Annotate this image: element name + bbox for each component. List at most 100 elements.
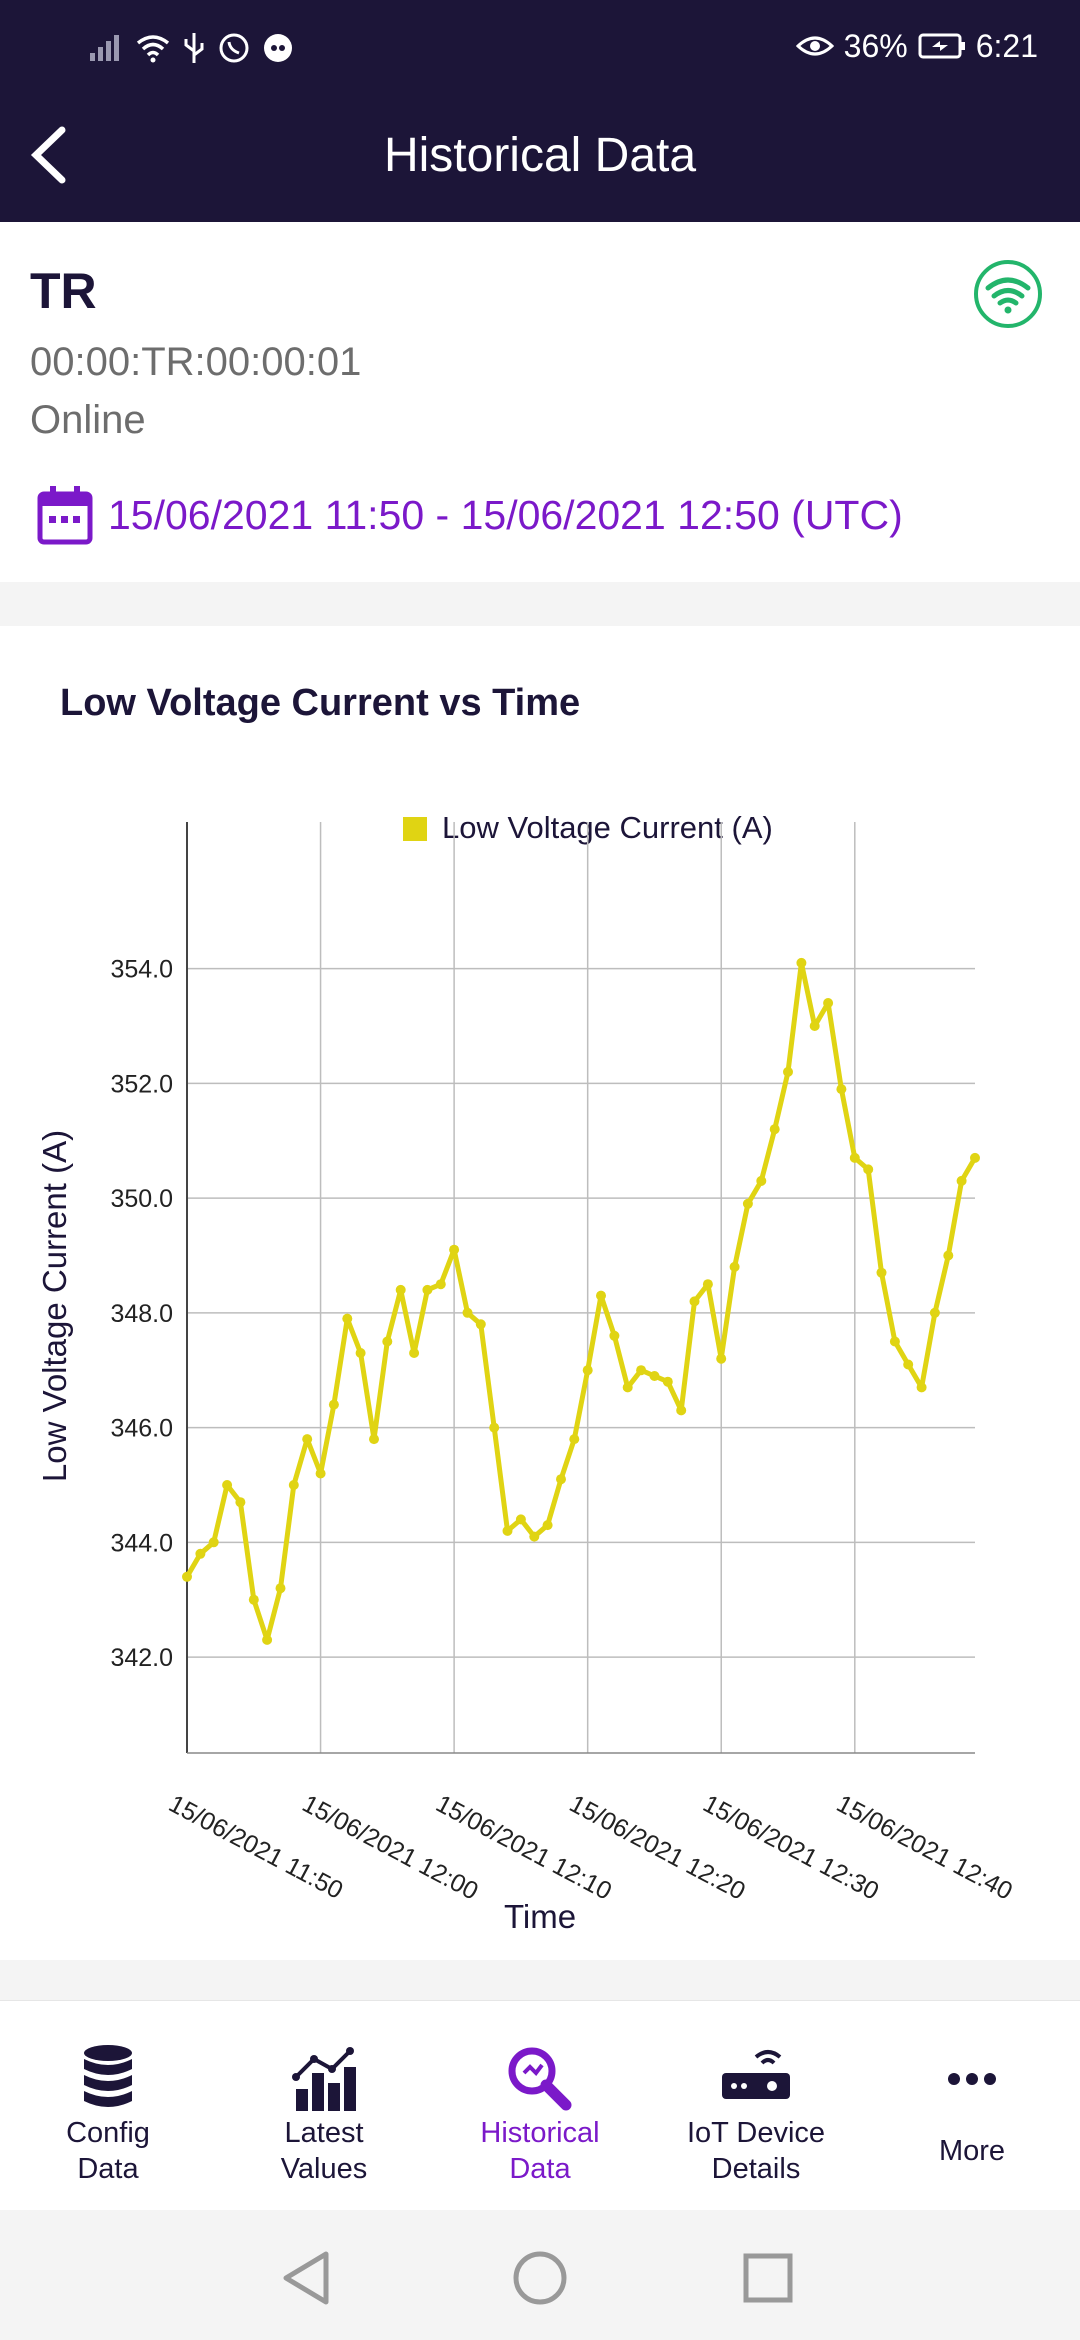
data-point	[222, 1480, 233, 1490]
y-tick-label: 354.0	[110, 956, 173, 984]
data-point	[328, 1399, 339, 1410]
clock: 6:21	[975, 27, 1038, 64]
back-button[interactable]	[22, 120, 82, 190]
nav-label: Historical Data	[480, 2117, 600, 2185]
data-point	[903, 1359, 914, 1370]
data-point	[395, 1284, 406, 1295]
nav-label: Latest Values	[280, 2117, 368, 2185]
data-point	[662, 1376, 673, 1387]
data-point	[449, 1244, 460, 1255]
data-point	[515, 1514, 526, 1525]
nav-historical-data[interactable]: Historical Data	[432, 2001, 648, 2210]
data-point	[970, 1152, 980, 1163]
data-point	[742, 1198, 753, 1209]
data-point	[596, 1290, 606, 1301]
status-icons-right: 36% 6:21	[795, 24, 1038, 68]
y-tick-label: 352.0	[110, 1070, 173, 1098]
data-point	[208, 1537, 219, 1548]
back-arrow-icon	[30, 126, 66, 184]
whatsapp-icon	[219, 33, 249, 63]
data-point	[756, 1175, 767, 1186]
data-point	[262, 1634, 273, 1645]
section-divider-bottom	[0, 1960, 1080, 2000]
nav-iot-device-details[interactable]: IoT Device Details	[648, 2001, 864, 2210]
data-point	[195, 1548, 206, 1559]
data-point	[275, 1583, 286, 1594]
data-point	[422, 1284, 433, 1295]
data-point	[649, 1371, 660, 1381]
data-point	[889, 1336, 900, 1347]
device-info-card: TR 00:00:TR:00:00:01 Online 15/06/2021 1…	[0, 222, 1080, 582]
data-point	[409, 1348, 420, 1358]
system-recents-icon[interactable]	[728, 2238, 808, 2318]
data-point	[235, 1497, 246, 1508]
status-icons-left	[88, 28, 294, 68]
y-tick-label: 342.0	[110, 1644, 173, 1672]
data-point	[849, 1152, 860, 1163]
signal-icon	[90, 35, 119, 61]
data-point	[916, 1382, 927, 1393]
data-point	[622, 1382, 633, 1393]
app-header: 36% 6:21 Historical Data	[0, 0, 1080, 222]
data-point	[769, 1124, 780, 1135]
data-point	[783, 1066, 793, 1077]
y-tick-label: 348.0	[110, 1300, 173, 1328]
data-point	[502, 1525, 513, 1536]
section-divider	[0, 582, 1080, 626]
page-title: Historical Data	[383, 129, 697, 182]
wifi-status-icon	[136, 35, 170, 63]
more-dots-icon	[948, 2073, 996, 2085]
chart-card: Low Voltage Current vs Time Low Voltage …	[0, 626, 1080, 1960]
x-axis-title: Time	[504, 1898, 576, 1935]
data-point	[369, 1434, 379, 1445]
data-point	[729, 1261, 740, 1272]
y-tick-label: 346.0	[110, 1415, 173, 1443]
router-icon	[722, 2050, 790, 2099]
device-status: Online	[30, 398, 146, 442]
y-tick-label: 344.0	[110, 1529, 173, 1557]
data-point	[315, 1468, 326, 1479]
history-search-icon	[508, 2047, 572, 2111]
data-point	[956, 1175, 967, 1186]
data-point	[636, 1365, 647, 1376]
y-axis-title: Low Voltage Current (A)	[36, 1130, 73, 1482]
online-wifi-icon	[974, 260, 1042, 328]
calendar-icon	[37, 486, 93, 545]
legend-label: Low Voltage Current (A)	[442, 810, 773, 845]
data-point	[542, 1520, 553, 1531]
data-point	[716, 1353, 727, 1364]
data-point	[288, 1480, 299, 1490]
system-home-icon[interactable]	[500, 2238, 580, 2318]
eye-comfort-icon	[795, 36, 834, 56]
usb-icon	[184, 33, 204, 63]
data-point	[342, 1313, 353, 1324]
data-point	[809, 1021, 820, 1031]
data-point	[943, 1250, 954, 1261]
data-point	[435, 1279, 446, 1290]
nav-config-data[interactable]: Config Data	[0, 2001, 216, 2210]
data-point	[689, 1296, 700, 1307]
data-point	[836, 1084, 847, 1095]
data-point	[796, 957, 807, 968]
chart-title: Low Voltage Current vs Time	[60, 682, 581, 724]
nav-latest-values[interactable]: Latest Values	[216, 2001, 432, 2210]
battery-icon	[918, 33, 965, 59]
data-point	[248, 1594, 259, 1605]
y-tick-label: 350.0	[110, 1185, 173, 1213]
nav-label: More	[938, 2135, 1006, 2167]
data-point	[609, 1330, 620, 1341]
data-point	[582, 1365, 593, 1376]
data-point	[676, 1405, 687, 1416]
bar-chart-icon	[292, 2047, 356, 2111]
date-range-picker[interactable]: 15/06/2021 11:50 - 15/06/2021 12:50 (UTC…	[36, 484, 903, 546]
device-mac: 00:00:TR:00:00:01	[30, 340, 362, 384]
device-name: TR	[30, 263, 97, 319]
data-point	[382, 1336, 393, 1347]
system-back-icon[interactable]	[268, 2238, 348, 2318]
line-chart: Low Voltage Current (A) 342.0 344.0 346.0 34…	[36, 810, 1017, 1935]
nav-more[interactable]: More	[864, 2001, 1080, 2210]
data-point	[702, 1279, 713, 1290]
data-point	[475, 1319, 486, 1330]
data-point	[823, 998, 834, 1008]
jio-icon	[264, 34, 292, 62]
